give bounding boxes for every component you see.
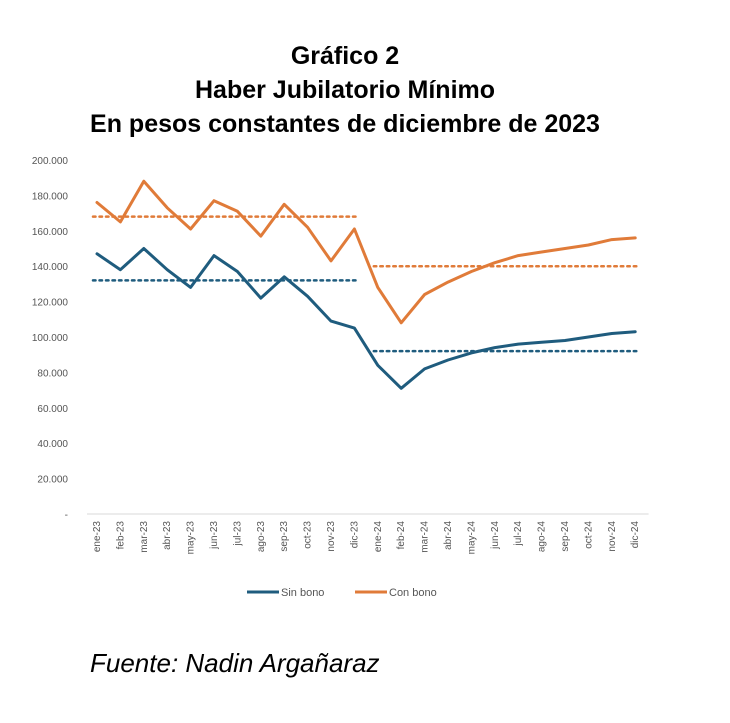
x-tick-label: abr-24 bbox=[443, 521, 454, 550]
x-tick-label: ene-23 bbox=[92, 521, 103, 553]
x-tick-label: abr-23 bbox=[162, 521, 173, 550]
legend-label: Con bono bbox=[389, 587, 437, 599]
y-tick-label: - bbox=[65, 510, 68, 521]
x-tick-label: jul-24 bbox=[513, 521, 524, 547]
x-tick-label: jun-23 bbox=[209, 521, 220, 550]
chart-title-line3: En pesos constantes de diciembre de 2023 bbox=[90, 110, 600, 138]
x-tick-label: ago-23 bbox=[256, 521, 267, 553]
x-tick-label: ene-24 bbox=[373, 521, 384, 553]
x-tick-label: oct-24 bbox=[583, 521, 594, 549]
chart-title-line2: Haber Jubilatorio Mínimo bbox=[194, 76, 496, 104]
chart-title-line1: Gráfico 2 bbox=[290, 42, 400, 70]
x-tick-label: ago-24 bbox=[537, 521, 548, 553]
series-line bbox=[95, 179, 637, 325]
y-tick-label: 200.000 bbox=[32, 156, 69, 167]
y-tick-label: 80.000 bbox=[37, 368, 68, 379]
legend-label: Sin bono bbox=[281, 587, 324, 599]
x-tick-label: jul-23 bbox=[232, 521, 243, 547]
x-tick-label: nov-24 bbox=[607, 521, 618, 552]
x-tick-label: oct-23 bbox=[303, 521, 314, 549]
x-tick-label: mar-23 bbox=[139, 521, 150, 553]
y-tick-label: 140.000 bbox=[32, 262, 69, 273]
line-chart: - 20.000 40.000 60.000 80.000 100.000 120.000 1… bbox=[32, 156, 649, 599]
series-line bbox=[95, 247, 637, 390]
x-tick-label: feb-23 bbox=[115, 521, 126, 550]
x-tick-label: dic-23 bbox=[349, 521, 360, 549]
y-tick-label: 60.000 bbox=[37, 404, 68, 415]
y-tick-label: 160.000 bbox=[32, 227, 69, 238]
x-tick-label: sep-23 bbox=[279, 521, 290, 552]
y-tick-label: 20.000 bbox=[37, 475, 68, 486]
y-tick-label: 180.000 bbox=[32, 191, 69, 202]
x-tick-label: mar-24 bbox=[420, 521, 431, 553]
x-tick-label: nov-23 bbox=[326, 521, 337, 552]
x-tick-label: may-24 bbox=[466, 521, 477, 555]
y-tick-label: 120.000 bbox=[32, 298, 69, 309]
x-tick-label: feb-24 bbox=[396, 521, 407, 550]
source-note: Fuente: Nadin Argañaraz bbox=[90, 648, 380, 678]
x-tick-label: jun-24 bbox=[490, 521, 501, 550]
x-tick-label: may-23 bbox=[186, 521, 197, 555]
x-tick-label: dic-24 bbox=[630, 521, 641, 549]
y-tick-label: 40.000 bbox=[37, 439, 68, 450]
x-tick-label: sep-24 bbox=[560, 521, 571, 552]
y-tick-label: 100.000 bbox=[32, 333, 69, 344]
